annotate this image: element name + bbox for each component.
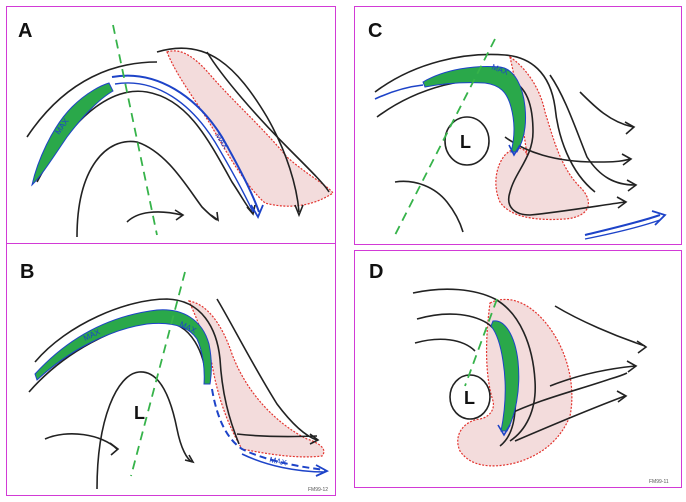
low-center-label: L xyxy=(460,132,471,152)
arrowhead xyxy=(109,442,120,456)
cloud-shield xyxy=(187,300,325,458)
jet-arrowhead xyxy=(651,210,667,226)
streamline xyxy=(554,305,646,347)
jet-streak xyxy=(241,453,326,473)
panel-a-diagram: MAX MAX xyxy=(26,24,334,238)
panel-label: C xyxy=(368,20,383,42)
streamline xyxy=(76,140,218,238)
streamline xyxy=(44,433,118,450)
trough-axis xyxy=(464,298,498,387)
jet-streak xyxy=(584,219,661,240)
panel-c-diagram: L MAX xyxy=(374,38,667,240)
streamline xyxy=(549,74,636,186)
streamline xyxy=(216,298,318,441)
streamline xyxy=(34,298,240,445)
jet-streak xyxy=(111,74,260,213)
streamline xyxy=(126,211,183,223)
panel-b-diagram: L MAX MAX MAX xyxy=(28,271,330,490)
panel-a: MAX MAX A xyxy=(6,6,336,245)
jet-core xyxy=(422,66,526,153)
panel-b: L MAX MAX MAX B FM99-12 xyxy=(6,243,336,496)
jet-core xyxy=(31,82,114,187)
jet-arrowhead xyxy=(508,144,521,157)
panel-label: D xyxy=(369,261,384,283)
arrowhead xyxy=(621,153,633,166)
trough-axis xyxy=(112,24,158,236)
arrowhead xyxy=(184,454,195,464)
panel-label: B xyxy=(20,261,35,283)
figure-credit: FM99-11 xyxy=(649,479,669,485)
arrowhead xyxy=(210,211,220,222)
jet-streak xyxy=(114,82,254,213)
panel-d: L D FM99-11 xyxy=(354,250,682,488)
jet-core xyxy=(34,309,212,385)
streamline xyxy=(394,180,464,233)
panel-label: A xyxy=(18,20,33,42)
jet-streak xyxy=(211,388,326,471)
streamline xyxy=(96,371,193,490)
streamline xyxy=(504,136,631,163)
arrowhead xyxy=(174,209,185,221)
arrowhead xyxy=(309,433,320,445)
arrowhead xyxy=(626,360,638,373)
streamline xyxy=(414,338,476,352)
arrowhead xyxy=(624,121,636,135)
jet-streak xyxy=(374,84,424,100)
arrowhead xyxy=(616,196,628,209)
streamline xyxy=(156,47,300,213)
streamline xyxy=(514,395,626,442)
jet-arrowhead xyxy=(250,204,264,220)
streamline xyxy=(206,51,330,193)
arrowhead xyxy=(294,204,304,218)
jet-streak xyxy=(584,214,661,236)
streamline xyxy=(549,365,636,387)
max-label: MAX xyxy=(269,455,288,468)
streamline xyxy=(236,433,318,438)
panel-d-diagram: L xyxy=(412,288,648,467)
jet-arrowhead xyxy=(315,464,330,477)
low-center-label: L xyxy=(464,388,475,408)
low-center-label: L xyxy=(134,403,145,423)
arrowhead xyxy=(636,340,648,354)
arrowhead xyxy=(626,179,638,192)
cloud-shield xyxy=(166,50,334,207)
arrowhead xyxy=(246,204,256,216)
trough-axis xyxy=(394,38,496,236)
streamline xyxy=(504,372,628,417)
streamline xyxy=(36,90,253,213)
streamline xyxy=(579,91,634,128)
jet-arrowhead xyxy=(497,424,511,437)
trough-axis xyxy=(130,271,186,477)
panel-c: L MAX C xyxy=(354,6,682,245)
low-center-circle xyxy=(444,116,490,166)
streamline xyxy=(374,53,596,193)
figure-credit: FM99-12 xyxy=(308,487,329,493)
streamline xyxy=(26,61,158,138)
streamline xyxy=(412,288,536,442)
arrowhead xyxy=(616,390,628,403)
